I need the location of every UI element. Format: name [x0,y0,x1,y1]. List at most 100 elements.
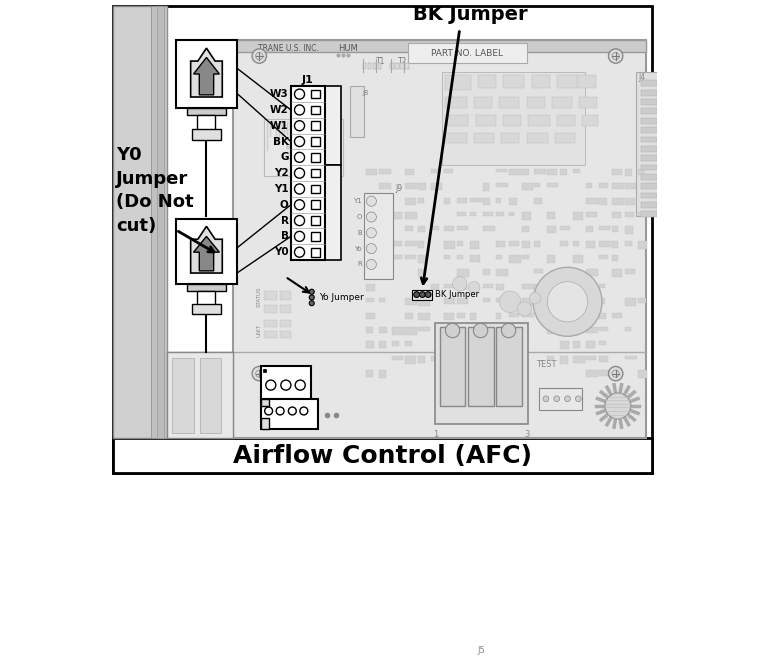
Bar [496,356,504,363]
Text: 3: 3 [524,430,529,439]
Bar [311,121,320,130]
Bar [612,183,623,189]
Bar [431,183,441,190]
Bar [599,298,605,304]
Bar [586,197,597,204]
Text: Airflow Control (AFC): Airflow Control (AFC) [233,444,532,468]
Bar [535,298,540,306]
Bar [503,75,524,88]
Bar [548,183,558,187]
Bar [560,226,571,230]
Bar [261,399,269,406]
Bar [573,313,584,316]
Circle shape [453,277,467,291]
Bar [503,115,521,126]
Bar [445,75,470,90]
Circle shape [419,291,425,297]
Text: R: R [281,215,288,225]
Bar [586,226,594,232]
Bar [509,313,519,317]
Bar [435,323,528,424]
Bar [379,255,386,259]
Bar [573,212,583,220]
Bar [373,63,376,69]
Bar [444,283,456,288]
Bar [496,283,504,289]
Bar [444,226,454,231]
Text: TRANE U.S. INC.: TRANE U.S. INC. [259,45,319,53]
Bar [444,241,454,249]
Circle shape [252,49,266,63]
Bar [483,269,490,275]
Bar [366,283,375,291]
Bar [264,319,277,327]
Bar [522,255,529,259]
Bar [557,115,575,126]
Bar [612,269,622,277]
Circle shape [295,137,304,147]
Bar [557,75,577,88]
Bar [311,90,320,99]
Bar [261,366,311,404]
Bar [641,155,656,161]
Bar [311,169,320,177]
Bar [582,115,597,126]
Circle shape [276,407,284,415]
Bar [392,356,403,360]
Bar [599,342,607,345]
Circle shape [295,168,304,178]
Bar [405,169,414,175]
Bar [392,342,399,346]
Circle shape [265,407,272,415]
Bar [638,370,647,378]
Bar [311,137,320,146]
Bar [444,342,450,346]
Bar [548,169,558,175]
Bar [311,232,320,241]
Bar [457,356,468,360]
Bar [457,212,466,215]
Bar [496,183,508,187]
Bar [599,255,608,259]
Text: UNIT: UNIT [256,324,262,337]
Text: B: B [281,231,288,241]
Circle shape [501,323,516,338]
Text: J1: J1 [301,75,314,85]
Bar [496,269,508,276]
Bar [599,370,611,376]
Bar [444,255,451,259]
Circle shape [548,281,588,322]
Bar [476,115,496,126]
Bar [263,369,266,372]
Bar [366,169,377,175]
Text: HUM: HUM [338,45,358,53]
Bar [526,97,545,108]
Bar [418,183,426,190]
Circle shape [295,105,304,115]
Bar [509,169,521,175]
Circle shape [366,212,376,222]
Bar [641,183,656,189]
Bar [573,169,580,173]
Bar [496,241,505,247]
Bar [586,269,597,276]
Bar [470,327,477,331]
Bar [470,197,482,202]
Bar [483,226,495,231]
Bar [363,63,366,69]
Bar [641,109,656,114]
Bar [444,327,453,334]
Bar [405,327,417,335]
Bar [528,115,549,126]
Bar [176,39,237,108]
Bar [641,99,656,105]
Bar [641,81,656,86]
Bar [522,283,534,289]
Bar [395,63,399,69]
Bar [612,197,624,205]
Bar [509,241,519,245]
Bar [548,327,558,334]
Bar [625,241,632,246]
Bar [444,356,453,363]
Bar [390,63,394,69]
